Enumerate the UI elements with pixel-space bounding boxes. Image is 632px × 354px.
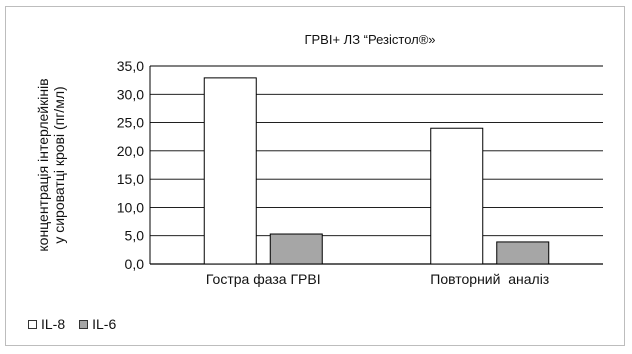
chart-frame	[5, 6, 625, 346]
legend-label-il6: IL-6	[92, 316, 117, 332]
x-category-label: Гостра фаза ГРВІ	[206, 271, 321, 287]
y-tick-label: 0,0	[125, 256, 145, 272]
x-category-label: Повторний аналіз	[430, 271, 549, 287]
y-tick-label: 5,0	[125, 228, 145, 244]
y-tick-label: 30,0	[117, 86, 144, 102]
legend-swatch-il6	[79, 319, 89, 329]
bar-il8-0	[203, 77, 257, 265]
y-tick-label: 35,0	[117, 58, 144, 74]
y-tick-label: 10,0	[117, 199, 144, 215]
y-tick-label: 25,0	[117, 115, 144, 131]
legend-swatch-il8	[28, 319, 37, 329]
legend-item-il8: IL-8	[28, 316, 65, 332]
legend-label-il8: IL-8	[41, 316, 66, 332]
legend: IL-8 IL-6	[28, 316, 116, 332]
legend-item-il6: IL-6	[79, 316, 116, 332]
bar-il6-0	[269, 233, 323, 265]
bar-il8-1	[430, 127, 484, 265]
y-tick-label: 20,0	[117, 143, 144, 159]
bar-il6-1	[496, 241, 550, 265]
y-tick-label: 15,0	[117, 171, 144, 187]
chart-title: ГРВІ+ ЛЗ “Резістол®»	[304, 32, 436, 47]
